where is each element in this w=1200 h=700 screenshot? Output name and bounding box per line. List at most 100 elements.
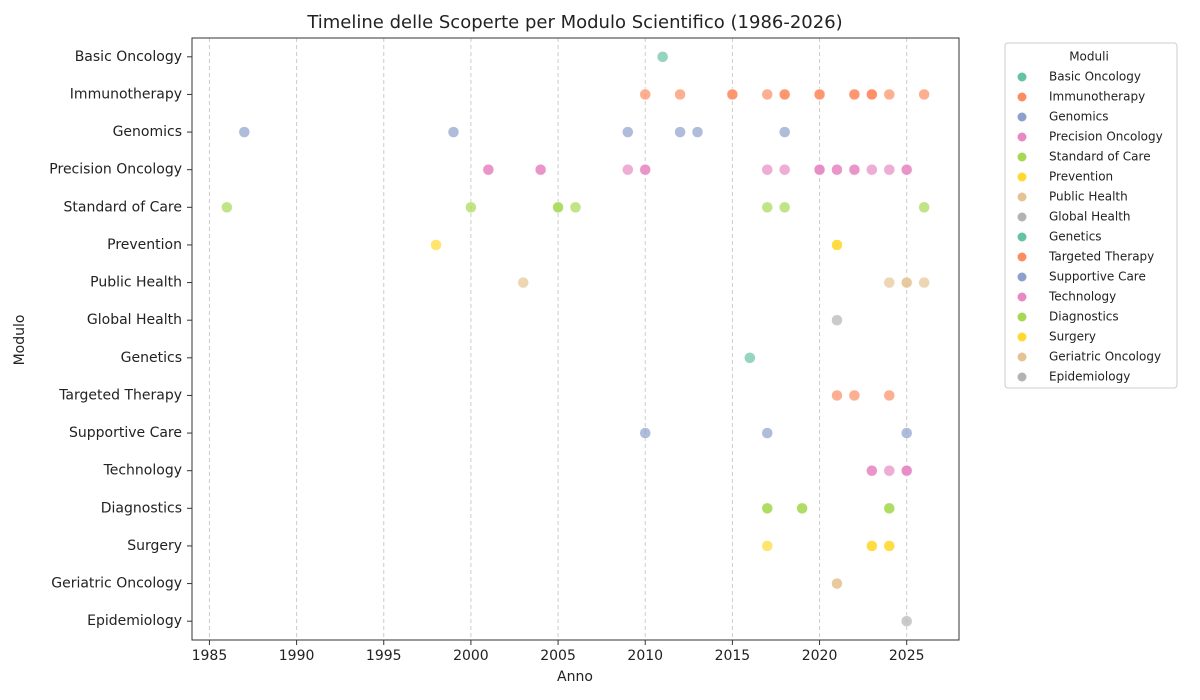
point xyxy=(656,51,669,63)
point xyxy=(778,201,791,214)
y-tick-label: Genetics xyxy=(121,350,182,366)
point xyxy=(918,276,930,289)
point xyxy=(552,201,564,214)
legend-label: Precision Oncology xyxy=(1049,130,1163,144)
point xyxy=(622,126,634,138)
point xyxy=(221,201,233,214)
point xyxy=(883,389,896,402)
point xyxy=(848,88,861,101)
legend-label: Geriatric Oncology xyxy=(1049,350,1161,364)
point xyxy=(883,163,896,176)
y-tick-label: Precision Oncology xyxy=(49,162,182,178)
legend-marker xyxy=(1017,372,1027,382)
x-tick-label: 1990 xyxy=(279,648,315,664)
legend-marker xyxy=(1017,252,1027,262)
y-tick-label: Public Health xyxy=(90,275,182,291)
point xyxy=(848,163,861,176)
y-tick-label: Global Health xyxy=(87,312,182,328)
y-tick-label: Surgery xyxy=(127,538,182,554)
x-tick-label: 2000 xyxy=(453,648,489,664)
point xyxy=(761,427,773,439)
legend-marker xyxy=(1017,112,1027,122)
point xyxy=(569,201,582,214)
point xyxy=(447,126,460,138)
point xyxy=(778,88,791,101)
chart-title: Timeline delle Scoperte per Modulo Scien… xyxy=(306,12,842,33)
point xyxy=(866,88,878,101)
point xyxy=(761,163,773,176)
x-tick-label: 2005 xyxy=(540,648,576,664)
point xyxy=(482,163,495,176)
point xyxy=(813,88,826,101)
legend-marker xyxy=(1017,272,1027,282)
point xyxy=(900,615,913,627)
legend-marker xyxy=(1017,352,1027,362)
point xyxy=(883,88,896,101)
point xyxy=(831,163,843,176)
legend-label: Global Health xyxy=(1049,210,1131,224)
point xyxy=(778,163,791,176)
point xyxy=(918,201,930,214)
point xyxy=(430,239,442,251)
legend-marker xyxy=(1017,152,1027,162)
point xyxy=(639,163,651,176)
point xyxy=(883,276,896,289)
legend-marker xyxy=(1017,232,1027,242)
y-tick-label: Genomics xyxy=(113,124,182,140)
point xyxy=(674,126,686,138)
y-tick-label: Supportive Care xyxy=(69,425,182,441)
point xyxy=(866,163,878,176)
point xyxy=(796,502,808,515)
x-axis-label: Anno xyxy=(557,669,593,685)
y-tick-label: Basic Oncology xyxy=(75,49,182,65)
legend-label: Epidemiology xyxy=(1049,370,1130,384)
legend-title: Moduli xyxy=(1069,50,1109,64)
point xyxy=(761,88,773,101)
legend-box xyxy=(1004,42,1178,389)
point xyxy=(639,427,651,439)
point xyxy=(238,126,251,138)
point xyxy=(900,427,913,439)
y-axis-label: Modulo xyxy=(12,315,28,366)
legend-marker xyxy=(1017,132,1027,142)
y-tick-label: Technology xyxy=(103,463,182,479)
y-tick-label: Diagnostics xyxy=(101,500,182,516)
legend-label: Prevention xyxy=(1049,170,1113,184)
y-tick-label: Prevention xyxy=(107,237,182,253)
point xyxy=(622,163,634,176)
point xyxy=(761,502,773,515)
legend-label: Technology xyxy=(1048,290,1116,304)
point xyxy=(883,540,896,552)
y-tick-label: Standard of Care xyxy=(63,199,182,215)
legend-marker xyxy=(1017,192,1027,202)
point xyxy=(831,577,843,590)
x-tick-label: 2015 xyxy=(715,648,751,664)
point xyxy=(900,276,913,289)
point xyxy=(831,239,843,251)
x-tick-label: 1995 xyxy=(366,648,402,664)
point xyxy=(674,88,686,101)
legend-label: Public Health xyxy=(1049,190,1128,204)
legend-label: Genetics xyxy=(1049,230,1102,244)
legend-marker xyxy=(1017,292,1027,302)
legend-marker xyxy=(1017,332,1027,342)
point xyxy=(813,163,826,176)
x-tick-label: 2020 xyxy=(802,648,838,664)
x-tick-label: 2010 xyxy=(627,648,663,664)
legend-label: Supportive Care xyxy=(1049,270,1146,284)
point xyxy=(900,163,913,176)
y-tick-label: Immunotherapy xyxy=(70,86,182,102)
point xyxy=(918,88,930,101)
y-tick-label: Geriatric Oncology xyxy=(51,576,182,592)
point xyxy=(639,88,651,101)
legend-marker xyxy=(1017,72,1027,82)
point xyxy=(900,464,913,477)
legend-label: Surgery xyxy=(1049,330,1096,344)
plot-frame xyxy=(191,37,960,641)
point xyxy=(866,540,878,552)
point xyxy=(883,464,896,477)
point xyxy=(761,540,773,552)
legend-marker xyxy=(1017,172,1027,182)
x-tick-label: 1985 xyxy=(192,648,228,664)
